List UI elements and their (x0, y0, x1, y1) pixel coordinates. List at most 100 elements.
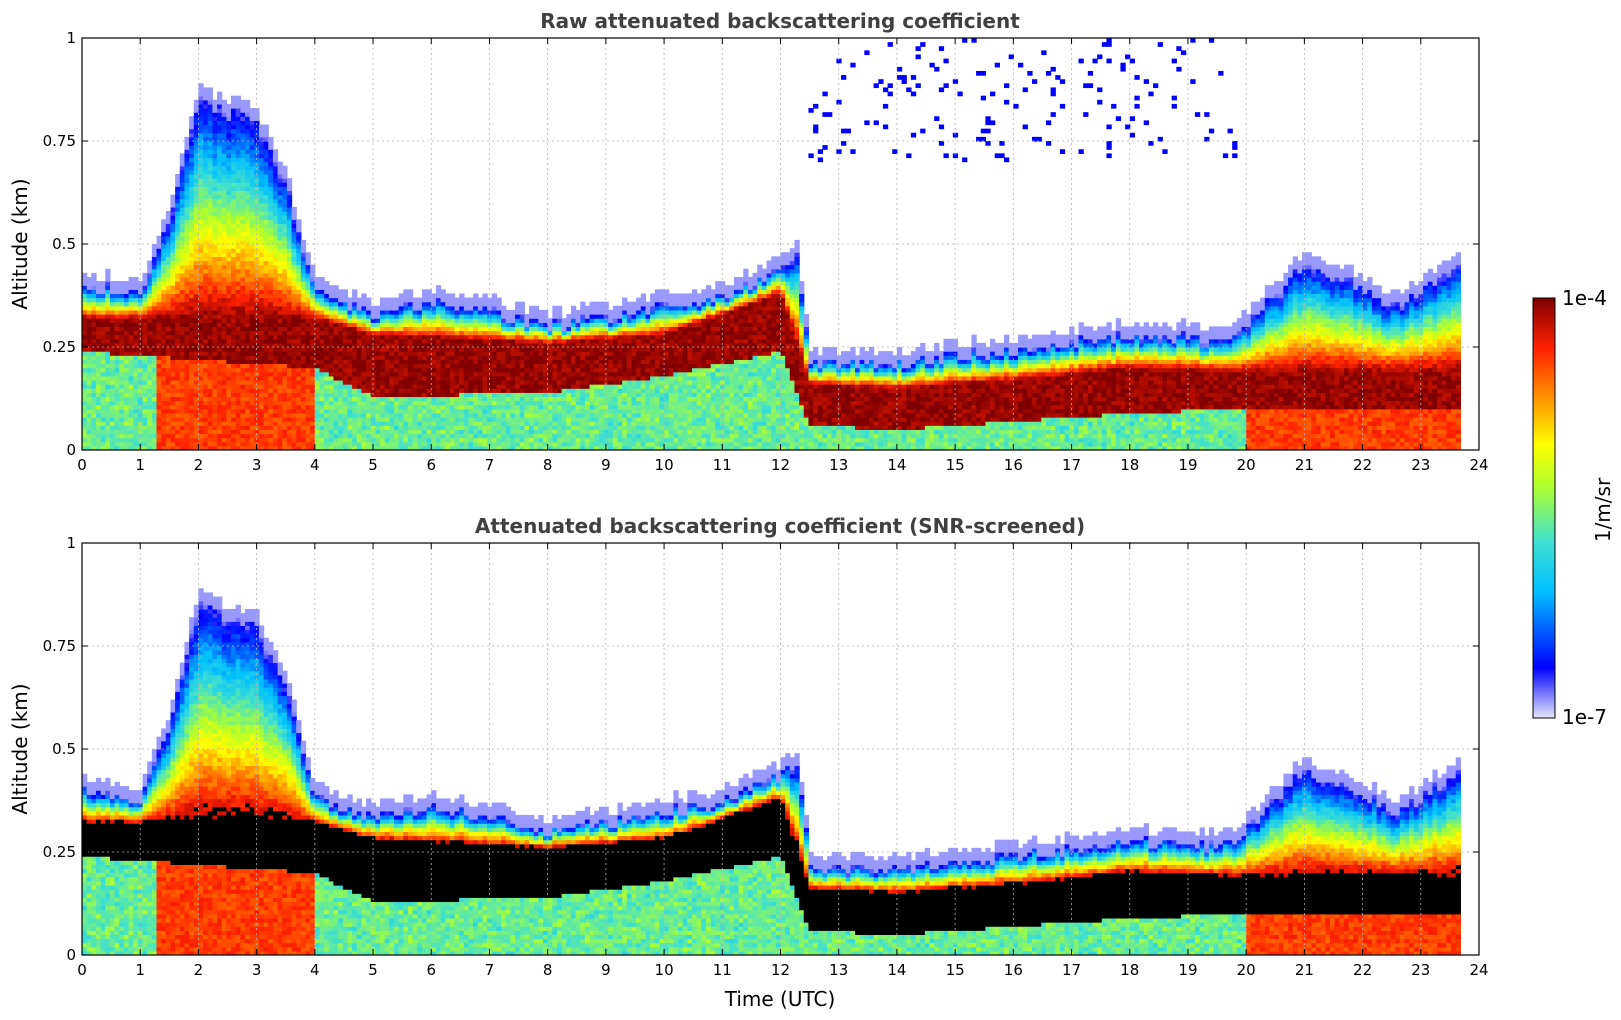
heatmap-cell (491, 433, 498, 439)
heatmap-cell (123, 404, 130, 410)
heatmap-cell (268, 264, 274, 270)
heatmap-cell (277, 301, 283, 307)
heatmap-cell (449, 367, 456, 373)
heatmap-cell (505, 367, 512, 373)
heatmap-cell (338, 342, 344, 348)
heatmap-cell (268, 227, 274, 233)
heatmap-cell (459, 326, 465, 332)
heatmap-cell (272, 231, 279, 237)
heatmap-cell (384, 305, 390, 311)
heatmap-cell (244, 153, 251, 159)
heatmap-cell (473, 429, 479, 435)
heatmap-cell (198, 219, 204, 224)
heatmap-cell (491, 400, 498, 406)
heatmap-cell (231, 108, 237, 113)
heatmap-cell (314, 417, 321, 422)
heatmap-cell (161, 437, 167, 443)
heatmap-cell (524, 429, 530, 435)
heatmap-cell (91, 421, 97, 426)
heatmap-cell (459, 429, 465, 435)
heatmap-cell (282, 260, 288, 266)
heatmap-cell (244, 404, 251, 410)
heatmap-cell (240, 445, 246, 450)
heatmap-cell (417, 425, 423, 430)
heatmap-cell (142, 293, 148, 299)
heatmap-cell (375, 417, 381, 422)
heatmap-cell (459, 379, 465, 385)
heatmap-cell (207, 293, 213, 299)
heatmap-cell (161, 351, 167, 356)
heatmap-cell (510, 379, 516, 385)
heatmap-cell (459, 318, 465, 323)
heatmap-cell (151, 248, 158, 253)
heatmap-cell (403, 363, 409, 369)
heatmap-cell (338, 392, 344, 398)
heatmap-cell (440, 301, 446, 307)
heatmap-cell (156, 351, 162, 356)
heatmap-cell (328, 322, 335, 327)
heatmap-cell (305, 347, 311, 352)
heatmap-cell (240, 116, 246, 121)
heatmap-cell (440, 392, 446, 398)
heatmap-cell (165, 248, 172, 253)
heatmap-cell (501, 412, 507, 418)
heatmap-cell (398, 322, 404, 327)
heatmap-cell (249, 145, 255, 150)
heatmap-cell (305, 437, 311, 443)
heatmap-cell (403, 318, 409, 323)
heatmap-cell (286, 297, 293, 303)
heatmap-cell (291, 437, 297, 443)
heatmap-cell (268, 248, 274, 253)
heatmap-cell (459, 396, 465, 402)
heatmap-cell (398, 421, 404, 426)
heatmap-cell (426, 396, 432, 402)
heatmap-cell (272, 388, 279, 393)
heatmap-cell (161, 396, 167, 402)
heatmap-cell (491, 384, 498, 389)
heatmap-cell (515, 400, 521, 406)
heatmap-cell (203, 95, 209, 101)
heatmap-cell (305, 412, 311, 418)
heatmap-cell (524, 404, 530, 410)
heatmap-cell (184, 326, 190, 332)
heatmap-cell (86, 441, 92, 447)
heatmap-cell (394, 322, 400, 327)
heatmap-cell (370, 309, 376, 315)
heatmap-cell (529, 421, 535, 426)
heatmap-cell (258, 141, 265, 146)
heatmap-cell (440, 326, 446, 332)
heatmap-cell (454, 338, 460, 344)
heatmap-cell (459, 441, 465, 447)
heatmap-cell (226, 355, 232, 360)
heatmap-cell (249, 173, 255, 179)
heatmap-cell (203, 141, 209, 146)
heatmap-cell (175, 186, 181, 192)
heatmap-cell (193, 124, 200, 130)
heatmap-cell (240, 408, 246, 414)
heatmap-cell (356, 342, 362, 348)
heatmap-cell (282, 388, 288, 393)
heatmap-cell (468, 322, 474, 327)
heatmap-cell (282, 326, 288, 332)
heatmap-cell (394, 301, 400, 307)
heatmap-cell (268, 408, 274, 414)
heatmap-cell (193, 359, 200, 365)
heatmap-cell (244, 330, 251, 336)
heatmap-cell (86, 404, 92, 410)
heatmap-cell (133, 322, 139, 327)
heatmap-cell (361, 334, 367, 340)
heatmap-cell (277, 400, 283, 406)
heatmap-cell (217, 141, 223, 146)
heatmap-cell (119, 305, 125, 311)
heatmap-cell (249, 297, 255, 303)
heatmap-cell (179, 244, 186, 249)
heatmap-cell (454, 384, 460, 389)
heatmap-cell (314, 281, 321, 286)
heatmap-cell (286, 404, 293, 410)
heatmap-cell (268, 375, 274, 381)
heatmap-cell (231, 433, 237, 439)
heatmap-cell (477, 412, 484, 418)
heatmap-cell (389, 425, 395, 430)
heatmap-cell (254, 285, 260, 290)
heatmap-cell (328, 429, 335, 435)
